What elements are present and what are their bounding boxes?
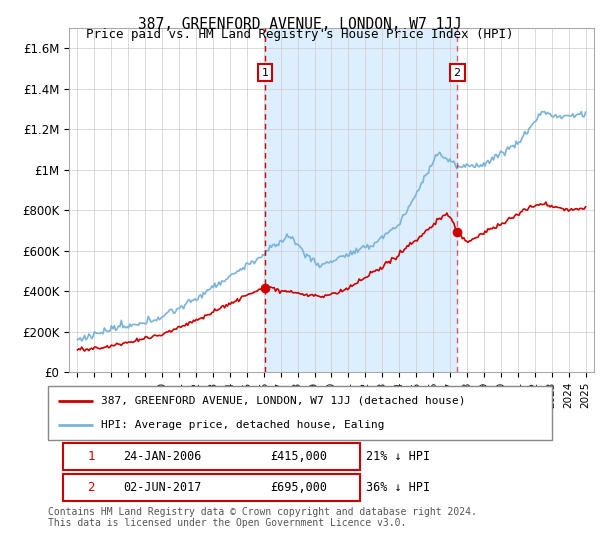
Text: 1: 1 xyxy=(87,450,95,463)
FancyBboxPatch shape xyxy=(63,443,361,470)
Text: 387, GREENFORD AVENUE, LONDON, W7 1JJ (detached house): 387, GREENFORD AVENUE, LONDON, W7 1JJ (d… xyxy=(101,396,466,406)
Text: 387, GREENFORD AVENUE, LONDON, W7 1JJ: 387, GREENFORD AVENUE, LONDON, W7 1JJ xyxy=(138,17,462,32)
Text: 02-JUN-2017: 02-JUN-2017 xyxy=(124,480,202,494)
Text: £695,000: £695,000 xyxy=(270,480,327,494)
Bar xyxy=(265,28,457,372)
Text: HPI: Average price, detached house, Ealing: HPI: Average price, detached house, Eali… xyxy=(101,420,385,430)
Text: Contains HM Land Registry data © Crown copyright and database right 2024.
This d: Contains HM Land Registry data © Crown c… xyxy=(48,507,477,529)
Text: 36% ↓ HPI: 36% ↓ HPI xyxy=(365,480,430,494)
Text: 24-JAN-2006: 24-JAN-2006 xyxy=(124,450,202,463)
Text: £415,000: £415,000 xyxy=(270,450,327,463)
Text: 2: 2 xyxy=(454,68,461,78)
Text: 1: 1 xyxy=(262,68,268,78)
Text: 2: 2 xyxy=(87,480,95,494)
Text: Price paid vs. HM Land Registry's House Price Index (HPI): Price paid vs. HM Land Registry's House … xyxy=(86,28,514,41)
FancyBboxPatch shape xyxy=(63,474,361,501)
Text: 21% ↓ HPI: 21% ↓ HPI xyxy=(365,450,430,463)
